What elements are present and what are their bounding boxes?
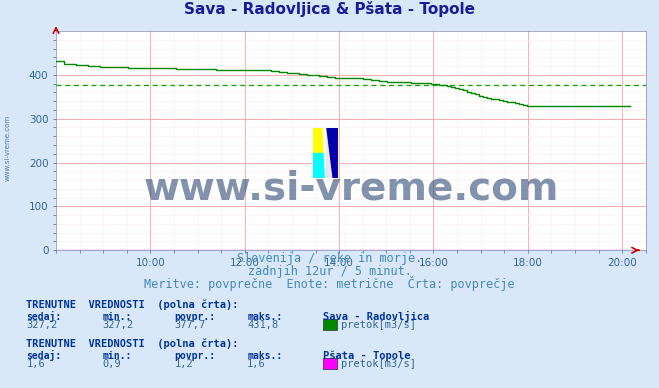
Text: maks.:: maks.: [247,312,282,322]
Text: 327,2: 327,2 [26,320,57,330]
Text: 431,8: 431,8 [247,320,278,330]
Text: 1,6: 1,6 [26,359,45,369]
Polygon shape [313,128,326,153]
Polygon shape [313,153,326,178]
Text: Slovenija / reke in morje.: Slovenija / reke in morje. [237,252,422,265]
Text: www.si-vreme.com: www.si-vreme.com [5,114,11,180]
Text: povpr.:: povpr.: [175,351,215,361]
Text: TRENUTNE  VREDNOSTI  (polna črta):: TRENUTNE VREDNOSTI (polna črta): [26,339,239,349]
Text: sedaj:: sedaj: [26,350,61,361]
Text: 0,9: 0,9 [102,359,121,369]
Text: 1,6: 1,6 [247,359,266,369]
Text: povpr.:: povpr.: [175,312,215,322]
Text: www.si-vreme.com: www.si-vreme.com [143,170,559,208]
Text: Meritve: povprečne  Enote: metrične  Črta: povprečje: Meritve: povprečne Enote: metrične Črta:… [144,275,515,291]
Text: 1,2: 1,2 [175,359,193,369]
Text: min.:: min.: [102,312,132,322]
Text: Sava - Radovljica: Sava - Radovljica [323,311,429,322]
Text: min.:: min.: [102,351,132,361]
Text: zadnjih 12ur / 5 minut.: zadnjih 12ur / 5 minut. [248,265,411,278]
Text: TRENUTNE  VREDNOSTI  (polna črta):: TRENUTNE VREDNOSTI (polna črta): [26,300,239,310]
Text: sedaj:: sedaj: [26,311,61,322]
Text: Pšata - Topole: Pšata - Topole [323,350,411,361]
Text: pretok[m3/s]: pretok[m3/s] [341,320,416,330]
Text: 327,2: 327,2 [102,320,133,330]
Text: pretok[m3/s]: pretok[m3/s] [341,359,416,369]
Text: 377,7: 377,7 [175,320,206,330]
Text: maks.:: maks.: [247,351,282,361]
Polygon shape [323,128,332,178]
Text: Sava - Radovljica & Pšata - Topole: Sava - Radovljica & Pšata - Topole [184,0,475,17]
Polygon shape [326,128,338,178]
